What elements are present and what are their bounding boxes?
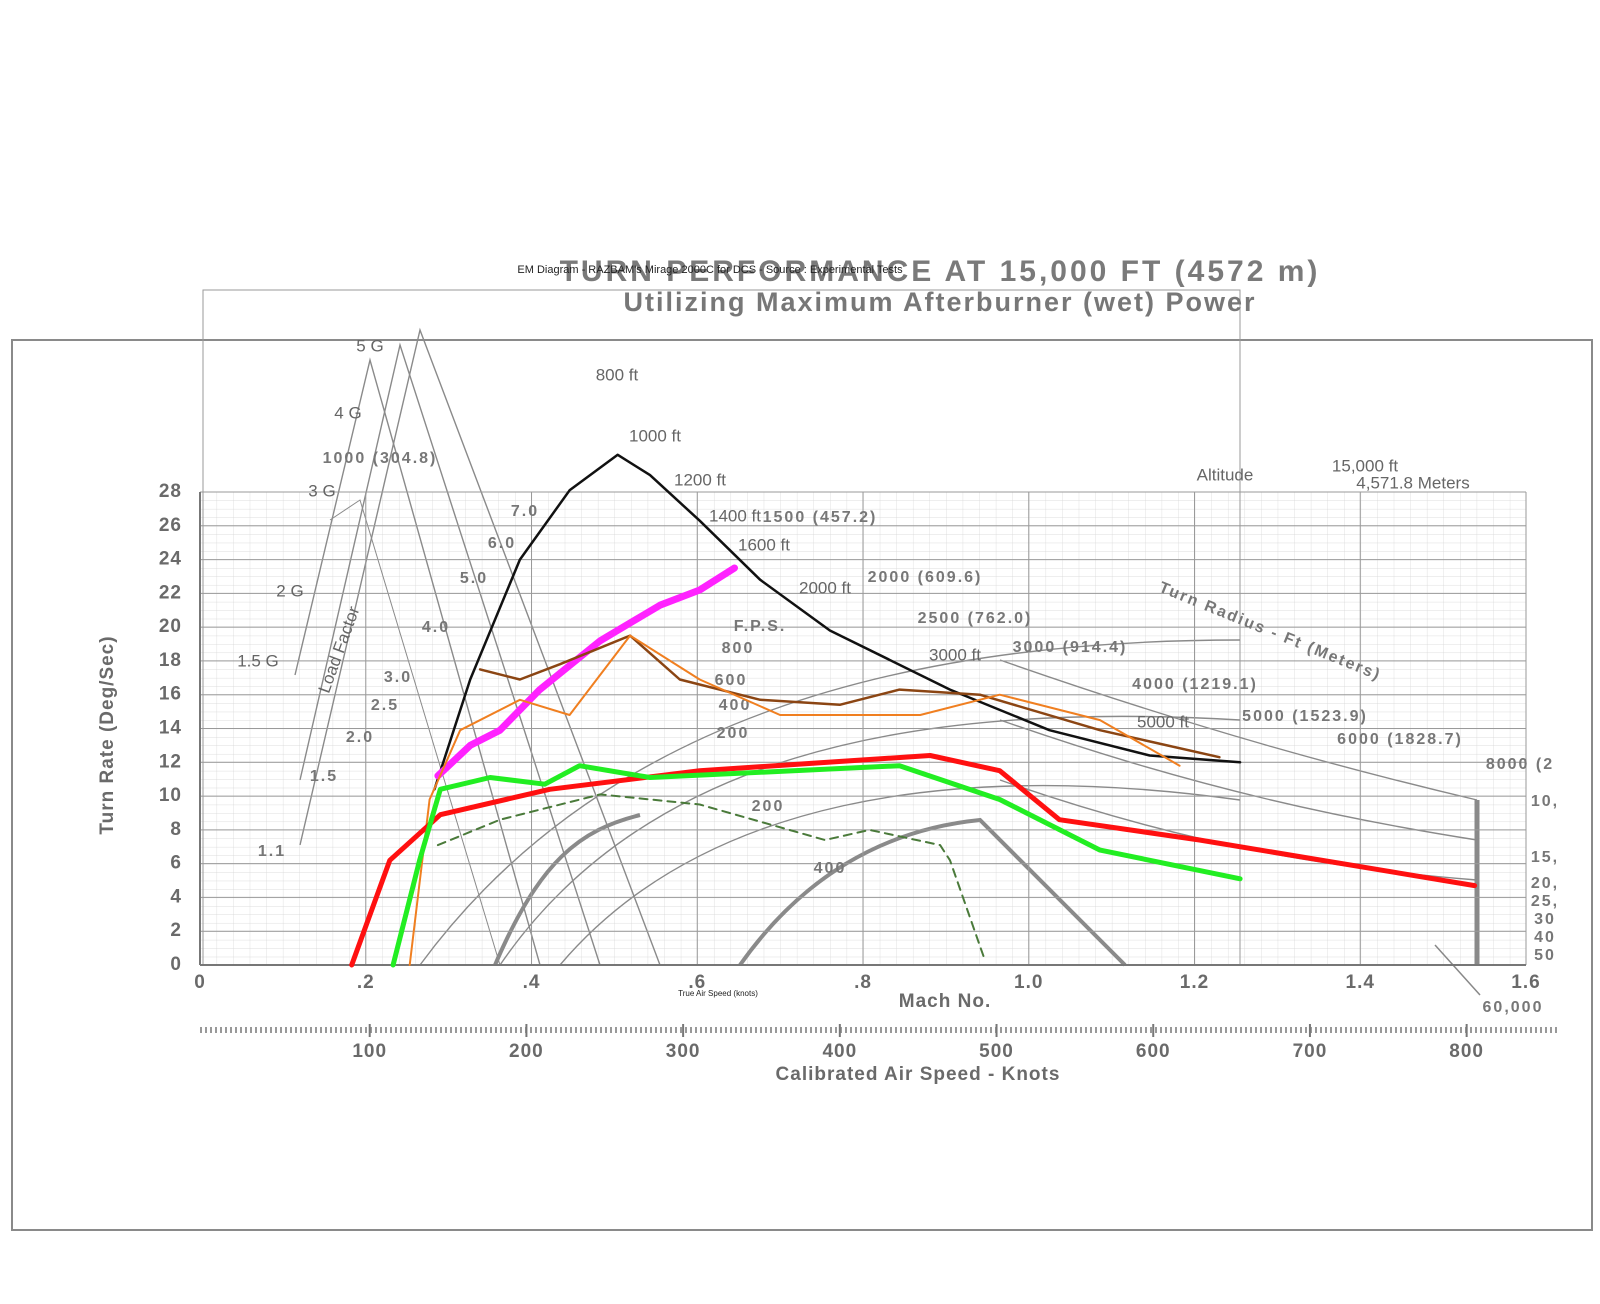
y-tick-label: 26 (159, 515, 182, 536)
annotation: 15,000 ft (1332, 456, 1398, 475)
x2-tick-label: 200 (509, 1041, 544, 1062)
annotation: 25, (1531, 893, 1559, 910)
annotation: 2000 ft (799, 578, 851, 597)
annotation: 3000 (914.4) (1013, 639, 1128, 656)
series-line (349, 753, 1478, 968)
x2-tick-label: 100 (352, 1041, 387, 1062)
annotation: 2 G (276, 581, 303, 600)
x-tick-label: .8 (854, 972, 872, 993)
annotation: 400 (814, 860, 847, 877)
annotation: 1000 ft (629, 426, 681, 445)
y-tick-label: 8 (170, 819, 182, 840)
y-tick-label: 14 (159, 718, 182, 739)
annotation: 1.5 G (237, 651, 279, 670)
annotation: 1500 (457.2) (763, 509, 878, 526)
annotation: 1600 ft (738, 535, 790, 554)
chart-title: TURN PERFORMANCE AT 15,000 FT (4572 m) (560, 255, 1321, 288)
annotation: 2.0 (346, 729, 374, 746)
y-tick-label: 2 (170, 920, 182, 941)
x2-tick-label: 300 (666, 1041, 701, 1062)
annotation: 1.1 (258, 843, 286, 860)
annotation: 800 (722, 640, 755, 657)
annotation: 600 (715, 672, 748, 689)
y-tick-label: 10 (159, 785, 182, 806)
y-tick-label: 20 (159, 616, 182, 637)
annotation: F.P.S. (734, 618, 787, 635)
x-tick-label: .2 (357, 972, 375, 993)
annotation: 6000 (1828.7) (1337, 731, 1463, 748)
y-tick-label: 28 (159, 481, 182, 502)
annotation: 8000 (2 (1486, 756, 1554, 773)
overlay-title: EM Diagram - RAZBAM's Mirage 2000C for D… (517, 264, 903, 276)
annotation: 5.0 (460, 570, 488, 587)
x2-tick-label: 600 (1136, 1041, 1171, 1062)
sheet-frame (11, 339, 1593, 1231)
y-tick-label: 18 (159, 650, 182, 671)
annotation: 3000 ft (929, 645, 981, 664)
annotation: 3.0 (384, 669, 412, 686)
x2-tick-label: 700 (1293, 1041, 1328, 1062)
x-tick-label: 1.0 (1014, 972, 1043, 993)
annotation: 2.5 (371, 697, 399, 714)
annotation: 5 G (356, 336, 383, 355)
annotation: 20, (1531, 875, 1559, 892)
x2-axis-label: Calibrated Air Speed - Knots (776, 1064, 1061, 1085)
annotation: 800 ft (596, 365, 639, 384)
x2-tick-label: 500 (979, 1041, 1014, 1062)
y-tick-label: 12 (159, 751, 182, 772)
y-tick-label: 0 (170, 954, 182, 975)
series-line (478, 634, 1221, 759)
annotation: 1.5 (310, 768, 338, 785)
y-tick-label: 16 (159, 684, 182, 705)
series-line (434, 564, 738, 780)
annotation: 1400 ft (709, 506, 761, 525)
x-tick-label: .6 (688, 972, 706, 993)
x-axis-label: Mach No. (899, 991, 991, 1012)
y-axis-label: Turn Rate (Deg/Sec) (97, 635, 118, 834)
y-tick-label: 24 (159, 549, 182, 570)
x-tick-label: .4 (523, 972, 541, 993)
series-line (433, 453, 1242, 791)
annotation: 1200 ft (674, 470, 726, 489)
series-line (408, 634, 1181, 966)
tas-label: True Air Speed (knots) (678, 989, 758, 998)
y-tick-label: 4 (170, 886, 182, 907)
chart-subtitle: Utilizing Maximum Afterburner (wet) Powe… (623, 287, 1256, 317)
y-tick-label: 6 (170, 853, 182, 874)
annotation: 4.0 (422, 619, 450, 636)
annotation: 200 (717, 725, 750, 742)
annotation: 5000 (1523.9) (1242, 708, 1368, 725)
series-line (436, 793, 986, 961)
x2-tick-label: 800 (1449, 1041, 1484, 1062)
annotation: Altitude (1197, 465, 1254, 484)
annotation: 400 (719, 697, 752, 714)
annotation: 1000 (304.8) (323, 450, 438, 467)
annotation: 4000 (1219.1) (1132, 676, 1258, 693)
annotation: 2500 (762.0) (918, 610, 1033, 627)
annotation: 3 G (308, 481, 335, 500)
x-tick-label: 1.4 (1346, 972, 1375, 993)
annotation: 5000 ft (1137, 712, 1189, 731)
series-line (390, 763, 1243, 968)
annotation: 4 G (334, 403, 361, 422)
x-tick-label: 0 (194, 972, 206, 993)
annotation: 7.0 (511, 503, 539, 520)
x2-tick-label: 400 (822, 1041, 857, 1062)
annotation: 2000 (609.6) (868, 569, 983, 586)
annotation: 10, (1531, 793, 1559, 810)
annotation: 4,571.8 Meters (1356, 473, 1469, 492)
x-tick-label: 1.2 (1180, 972, 1209, 993)
annotation: 50 (1534, 947, 1556, 964)
annotation: 200 (752, 798, 785, 815)
annotation: 40 (1534, 929, 1556, 946)
annotation: 30 (1534, 911, 1556, 928)
annotation: 6.0 (488, 535, 516, 552)
y-tick-label: 22 (159, 582, 182, 603)
annotation: 15, (1531, 849, 1559, 866)
annotation: 60,000 (1483, 999, 1544, 1016)
altitude-pointer (1434, 944, 1481, 996)
x-tick-label: 1.6 (1511, 972, 1540, 993)
